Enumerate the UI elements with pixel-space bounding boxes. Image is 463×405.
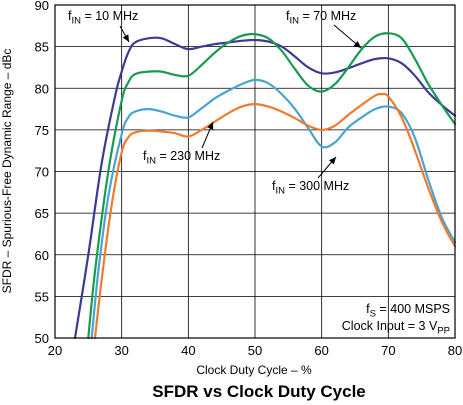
- label-arrow-fin-10-mhz: [119, 25, 130, 43]
- y-tick-label: 70: [35, 165, 49, 180]
- chart-title: SFDR vs Clock Duty Cycle: [152, 382, 366, 401]
- y-tick-label: 55: [35, 289, 49, 304]
- series-lines: [73, 32, 457, 340]
- label-arrow-fin-70-mhz: [333, 24, 362, 49]
- series-label-fin-300-mhz: fIN = 300 MHz: [272, 179, 349, 197]
- x-tick-label: 30: [114, 343, 128, 358]
- grid: [55, 5, 455, 338]
- x-axis-label: Clock Duty Cycle – %: [196, 363, 312, 377]
- x-tick-label: 70: [381, 343, 395, 358]
- x-tick-label: 20: [48, 343, 62, 358]
- label-arrow-fin-300-mhz: [317, 156, 337, 179]
- y-tick-label: 80: [35, 81, 49, 96]
- series-label-fin-10-mhz: fIN = 10 MHz: [68, 9, 138, 27]
- x-tick-label: 60: [314, 343, 328, 358]
- series-line-fin-230-mhz: [90, 78, 457, 340]
- series-line-fin-70-mhz: [87, 32, 457, 340]
- series-label-fin-230-mhz: fIN = 230 MHz: [143, 149, 220, 167]
- y-tick-label: 65: [35, 206, 49, 221]
- series-line-fin-10-mhz: [73, 36, 457, 340]
- y-tick-label: 50: [35, 331, 49, 346]
- annotations: fIN = 10 MHz fIN = 70 MHz fIN = 230 MHz fIN…: [68, 9, 450, 337]
- label-arrow-fin-230-mhz: [201, 121, 214, 149]
- test-condition: Clock Input = 3 VPP: [342, 319, 450, 337]
- y-tick-label: 75: [35, 123, 49, 138]
- test-condition: fS = 400 MSPS: [366, 302, 450, 320]
- series-line-fin-300-mhz: [93, 92, 457, 340]
- series-label-fin-70-mhz: fIN = 70 MHz: [286, 9, 356, 27]
- tick-labels: 20 30 40 50 60 70 80 50 55 60 65 70 75 80 85 90: [35, 0, 463, 358]
- x-tick-label: 40: [181, 343, 195, 358]
- x-tick-label: 50: [248, 343, 262, 358]
- y-axis-label: SFDR – Spurious-Free Dynamic Range – dBc: [0, 49, 14, 294]
- plot-frame: [54, 4, 456, 339]
- y-tick-label: 60: [35, 248, 49, 263]
- y-tick-label: 85: [35, 40, 49, 55]
- x-tick-label: 80: [448, 343, 462, 358]
- y-tick-label: 90: [35, 0, 49, 13]
